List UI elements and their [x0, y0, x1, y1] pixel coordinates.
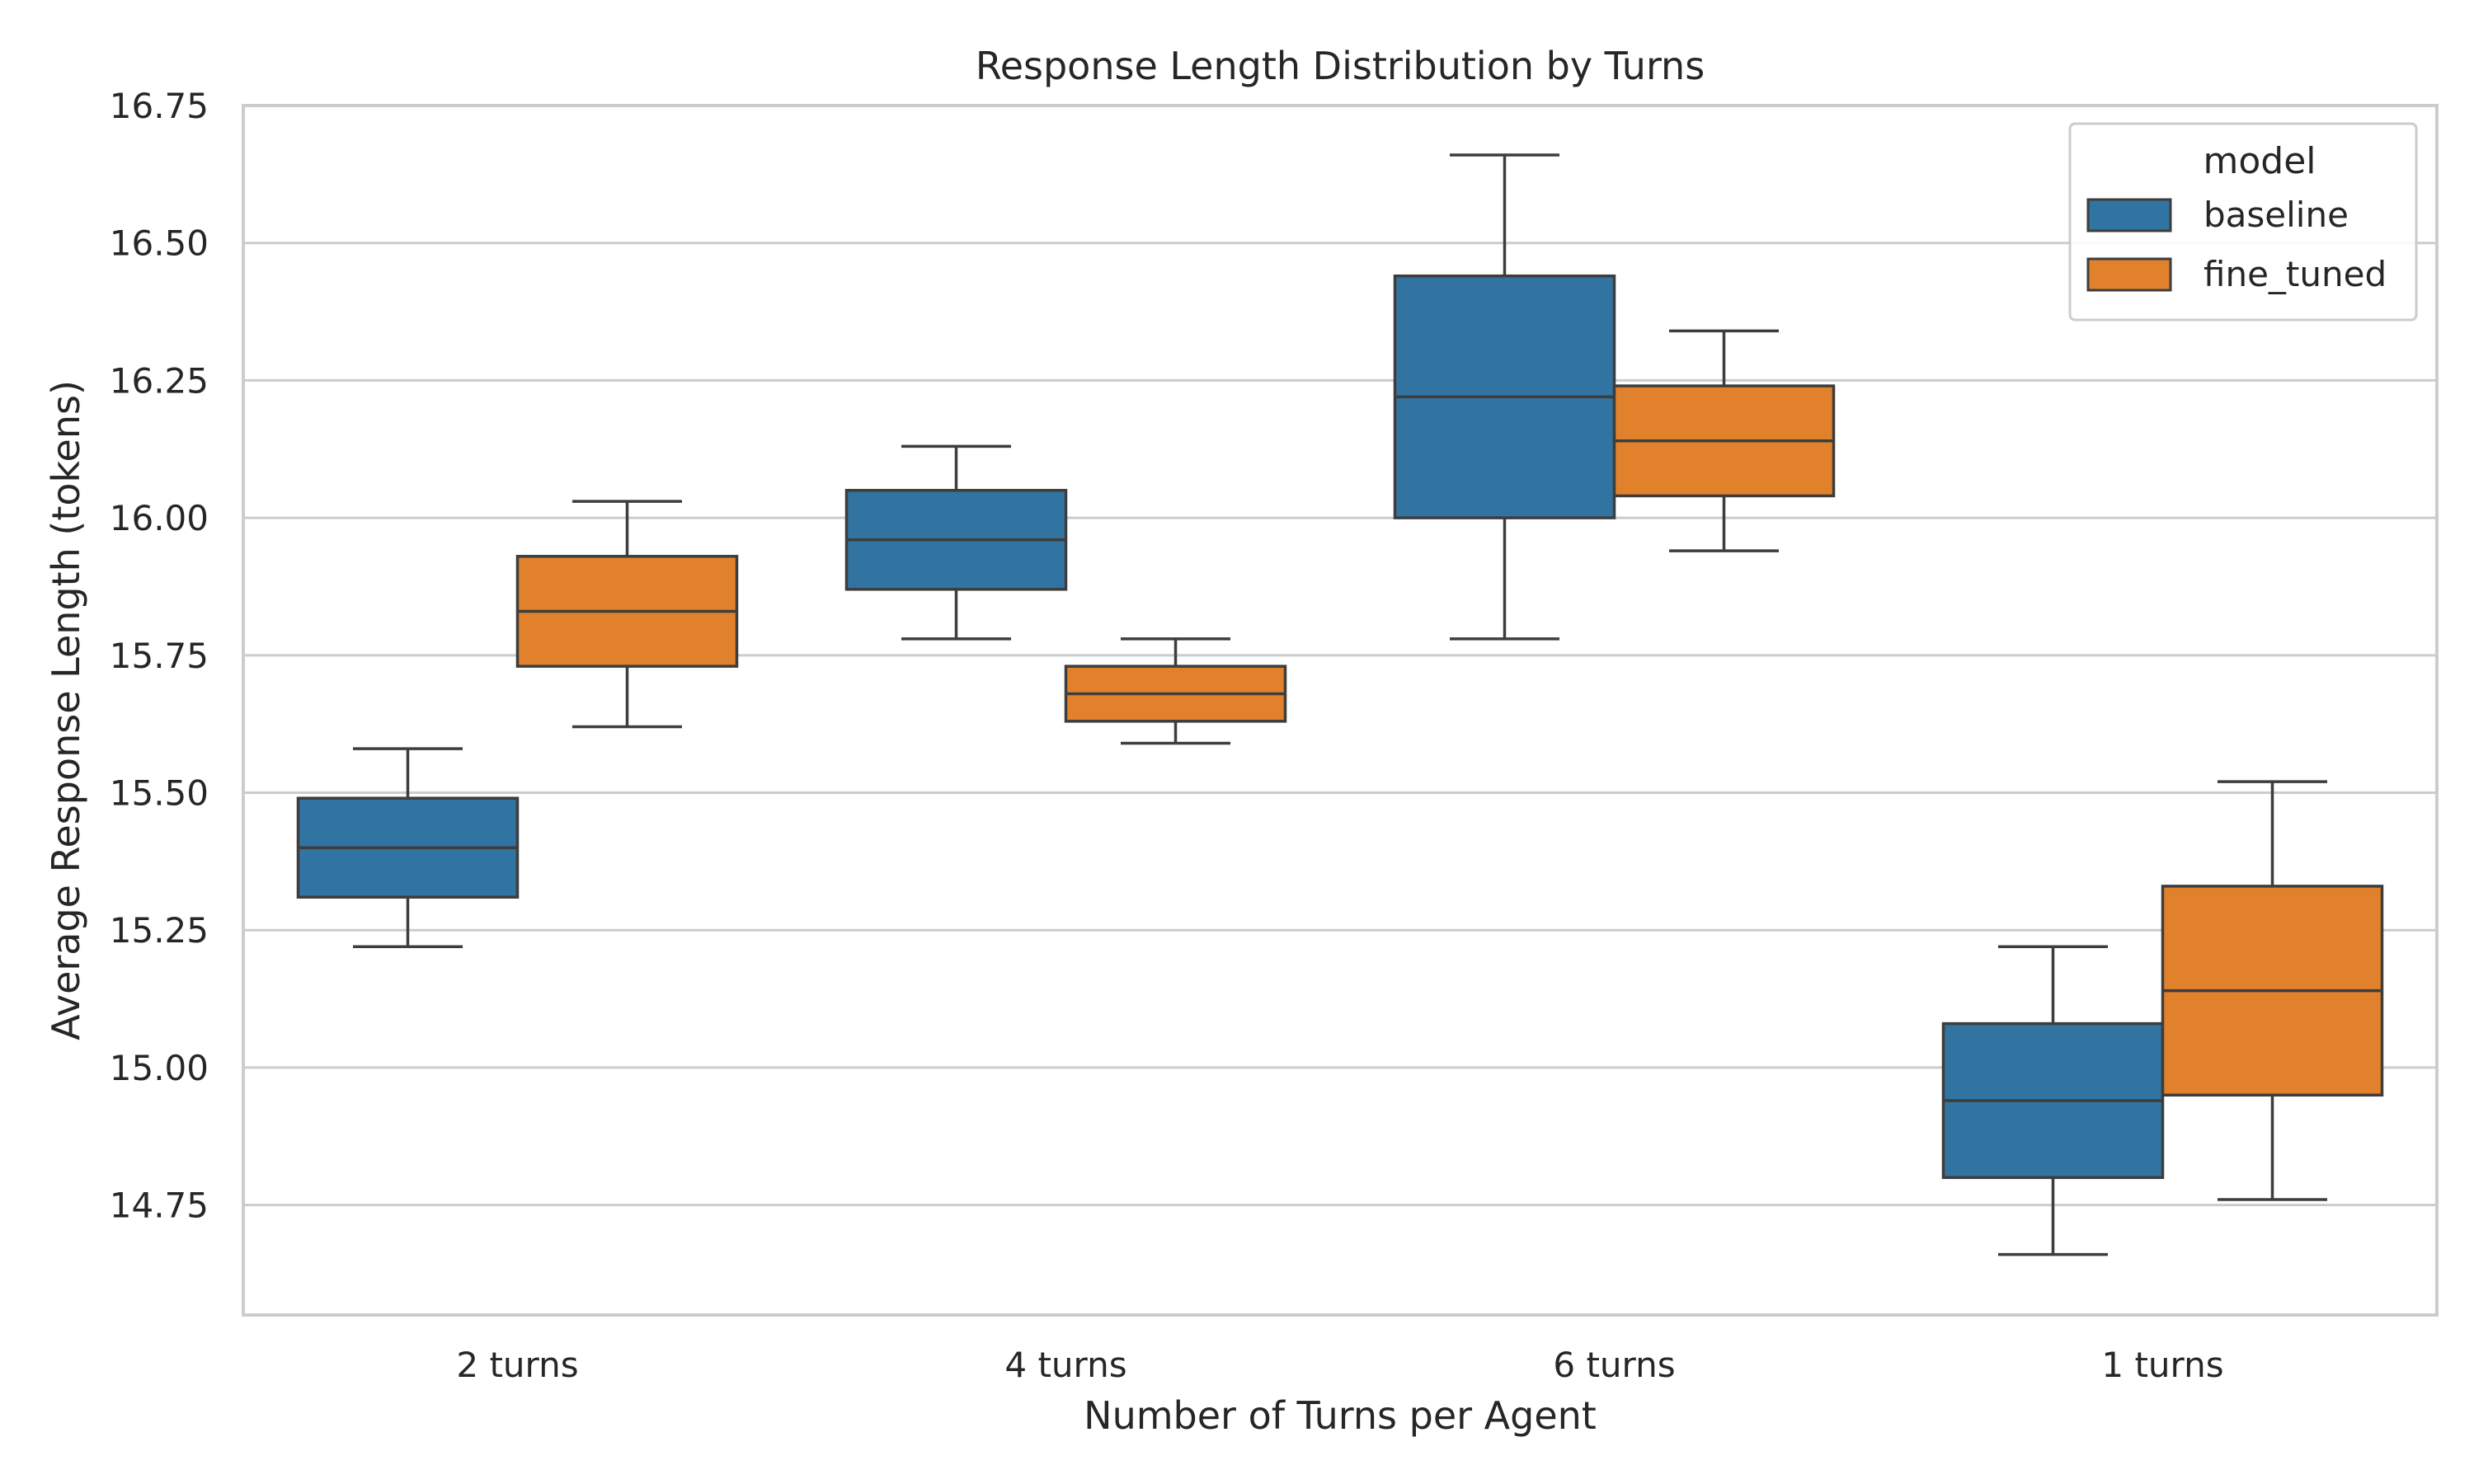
box-fine_tuned: [2161, 780, 2384, 1201]
y-tick-label: 16.00: [110, 498, 209, 538]
legend-swatch: [2086, 257, 2172, 292]
y-tick-label: 16.75: [110, 86, 209, 126]
legend-item-fine_tuned: fine_tuned: [2086, 254, 2387, 294]
y-axis-label: Average Response Length (tokens): [44, 380, 88, 1040]
chart-title: Response Length Distribution by Turns: [976, 44, 1705, 88]
x-tick-label: 1 turns: [2101, 1345, 2223, 1385]
y-tick-label: 16.25: [110, 360, 209, 401]
legend-label: fine_tuned: [2204, 254, 2387, 294]
box-baseline: [1941, 945, 2165, 1256]
y-tick-label: 15.00: [110, 1048, 209, 1088]
x-axis-label: Number of Turns per Agent: [1084, 1393, 1597, 1438]
y-tick-label: 15.50: [110, 773, 209, 814]
legend-title: model: [2203, 140, 2316, 182]
x-axis-ticks: 2 turns 4 turns 6 turns 1 turns: [456, 1345, 2223, 1385]
box-plots: [296, 153, 2384, 1256]
box-fine_tuned: [515, 500, 739, 729]
y-tick-label: 15.25: [110, 910, 209, 951]
y-axis-ticks: 14.75 15.00 15.25 15.50 15.75 16.00 16.25 16.50…: [110, 86, 209, 1226]
x-tick-label: 4 turns: [1004, 1345, 1126, 1385]
y-tick-label: 15.75: [110, 636, 209, 676]
legend-item-baseline: baseline: [2086, 195, 2349, 235]
box-fine_tuned: [1612, 329, 1836, 552]
legend-items: baseline fine_tuned: [2086, 195, 2387, 294]
y-tick-label: 14.75: [110, 1186, 209, 1226]
legend-swatch: [2086, 198, 2172, 232]
plot-frame: [242, 104, 2439, 1317]
x-tick-label: 6 turns: [1553, 1345, 1675, 1385]
box-fine_tuned: [1064, 637, 1287, 745]
box-baseline: [844, 444, 1068, 641]
legend: model baseline fine_tuned: [2068, 122, 2418, 322]
y-tick-label: 16.50: [110, 223, 209, 264]
x-tick-label: 2 turns: [456, 1345, 578, 1385]
legend-label: baseline: [2204, 195, 2349, 235]
box-baseline: [1393, 153, 1616, 641]
box-baseline: [296, 747, 520, 948]
